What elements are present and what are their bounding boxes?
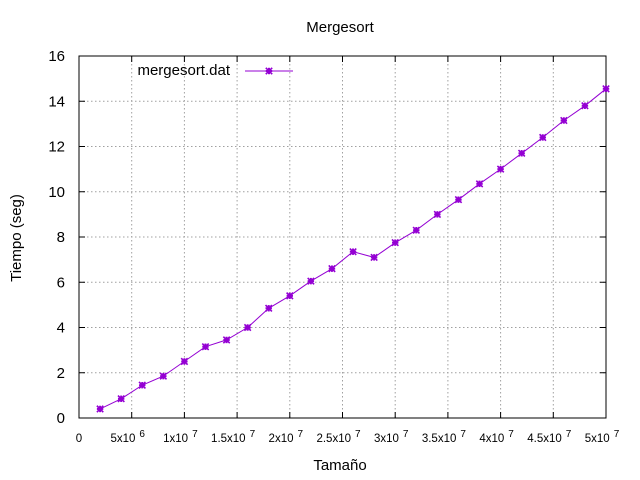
data-point [602, 85, 610, 93]
data-point [496, 165, 505, 173]
data-point [222, 336, 231, 344]
data-point [286, 292, 294, 300]
data-point [117, 395, 125, 403]
data-point [243, 323, 252, 332]
y-tick-label: 0 [57, 410, 65, 427]
data-point [391, 238, 399, 247]
y-tick-label: 14 [48, 93, 65, 110]
data-point [349, 247, 357, 256]
data-point [475, 180, 484, 188]
x-tick-label: 0 [76, 433, 82, 445]
x-tick-label: 5x10 6 [110, 429, 145, 445]
x-axis: 0 5x10 6 1x10 7 1.5x10 7 2x10 7 2.5x10 7 3x10 7 3.5x1… [76, 56, 620, 445]
chart-title: Mergesort [306, 19, 374, 36]
y-tick-label: 2 [57, 365, 65, 382]
x-tick-label: 4x10 7 [479, 429, 514, 445]
y-tick-label: 12 [48, 139, 65, 156]
data-point [433, 210, 442, 219]
x-tick-label: 4.5x10 7 [527, 429, 572, 445]
data-point [370, 253, 378, 262]
y-tick-label: 8 [57, 229, 65, 246]
legend-label: mergesort.dat [137, 62, 230, 79]
y-tick-label: 4 [57, 320, 65, 337]
data-point [159, 372, 168, 380]
data-point [454, 195, 463, 204]
grid [79, 56, 606, 418]
data-point [328, 264, 336, 273]
x-tick-label: 2x10 7 [269, 429, 304, 445]
data-point [96, 405, 104, 413]
series-group [96, 85, 610, 413]
x-axis-label: Tamaño [313, 457, 366, 474]
x-tick-label: 5x10 7 [585, 429, 620, 445]
data-point [412, 226, 421, 234]
data-point [264, 304, 273, 313]
y-tick-label: 6 [57, 274, 65, 291]
data-point [307, 277, 315, 285]
data-point [201, 342, 210, 351]
x-tick-label: 1x10 7 [163, 429, 198, 445]
x-tick-label: 3.5x10 7 [422, 429, 467, 445]
data-point [138, 381, 147, 389]
data-point [180, 357, 189, 366]
legend-marker [265, 67, 273, 75]
data-point [560, 116, 568, 125]
data-point [517, 149, 526, 158]
y-tick-label: 16 [48, 48, 65, 65]
legend: mergesort.dat [137, 62, 293, 79]
legend-marker-star [265, 67, 273, 75]
x-tick-label: 1.5x10 7 [211, 429, 256, 445]
data-point [538, 133, 547, 142]
x-tick-label: 3x10 7 [374, 429, 409, 445]
y-axis: 0 2 4 6 8 10 12 14 16 [48, 48, 606, 427]
x-tick-label: 2.5x10 7 [316, 429, 361, 445]
y-axis-label: Tiempo (seg) [8, 194, 25, 282]
y-tick-label: 10 [48, 184, 65, 201]
data-point [581, 102, 589, 110]
